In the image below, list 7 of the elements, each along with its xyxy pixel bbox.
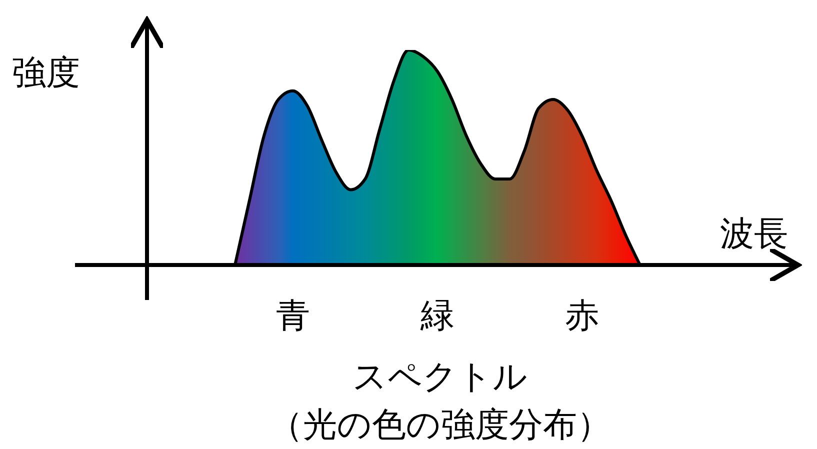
x-tick-label: 赤 <box>565 296 600 336</box>
x-tick-label: 緑 <box>420 296 454 336</box>
x-tick-label: 青 <box>276 296 310 336</box>
text: スペクトル <box>352 357 528 397</box>
text: （光の色の強度分布） <box>269 405 611 445</box>
x-axis-title: 波長 <box>720 214 788 254</box>
y-axis-title: 強度 <box>12 53 80 93</box>
